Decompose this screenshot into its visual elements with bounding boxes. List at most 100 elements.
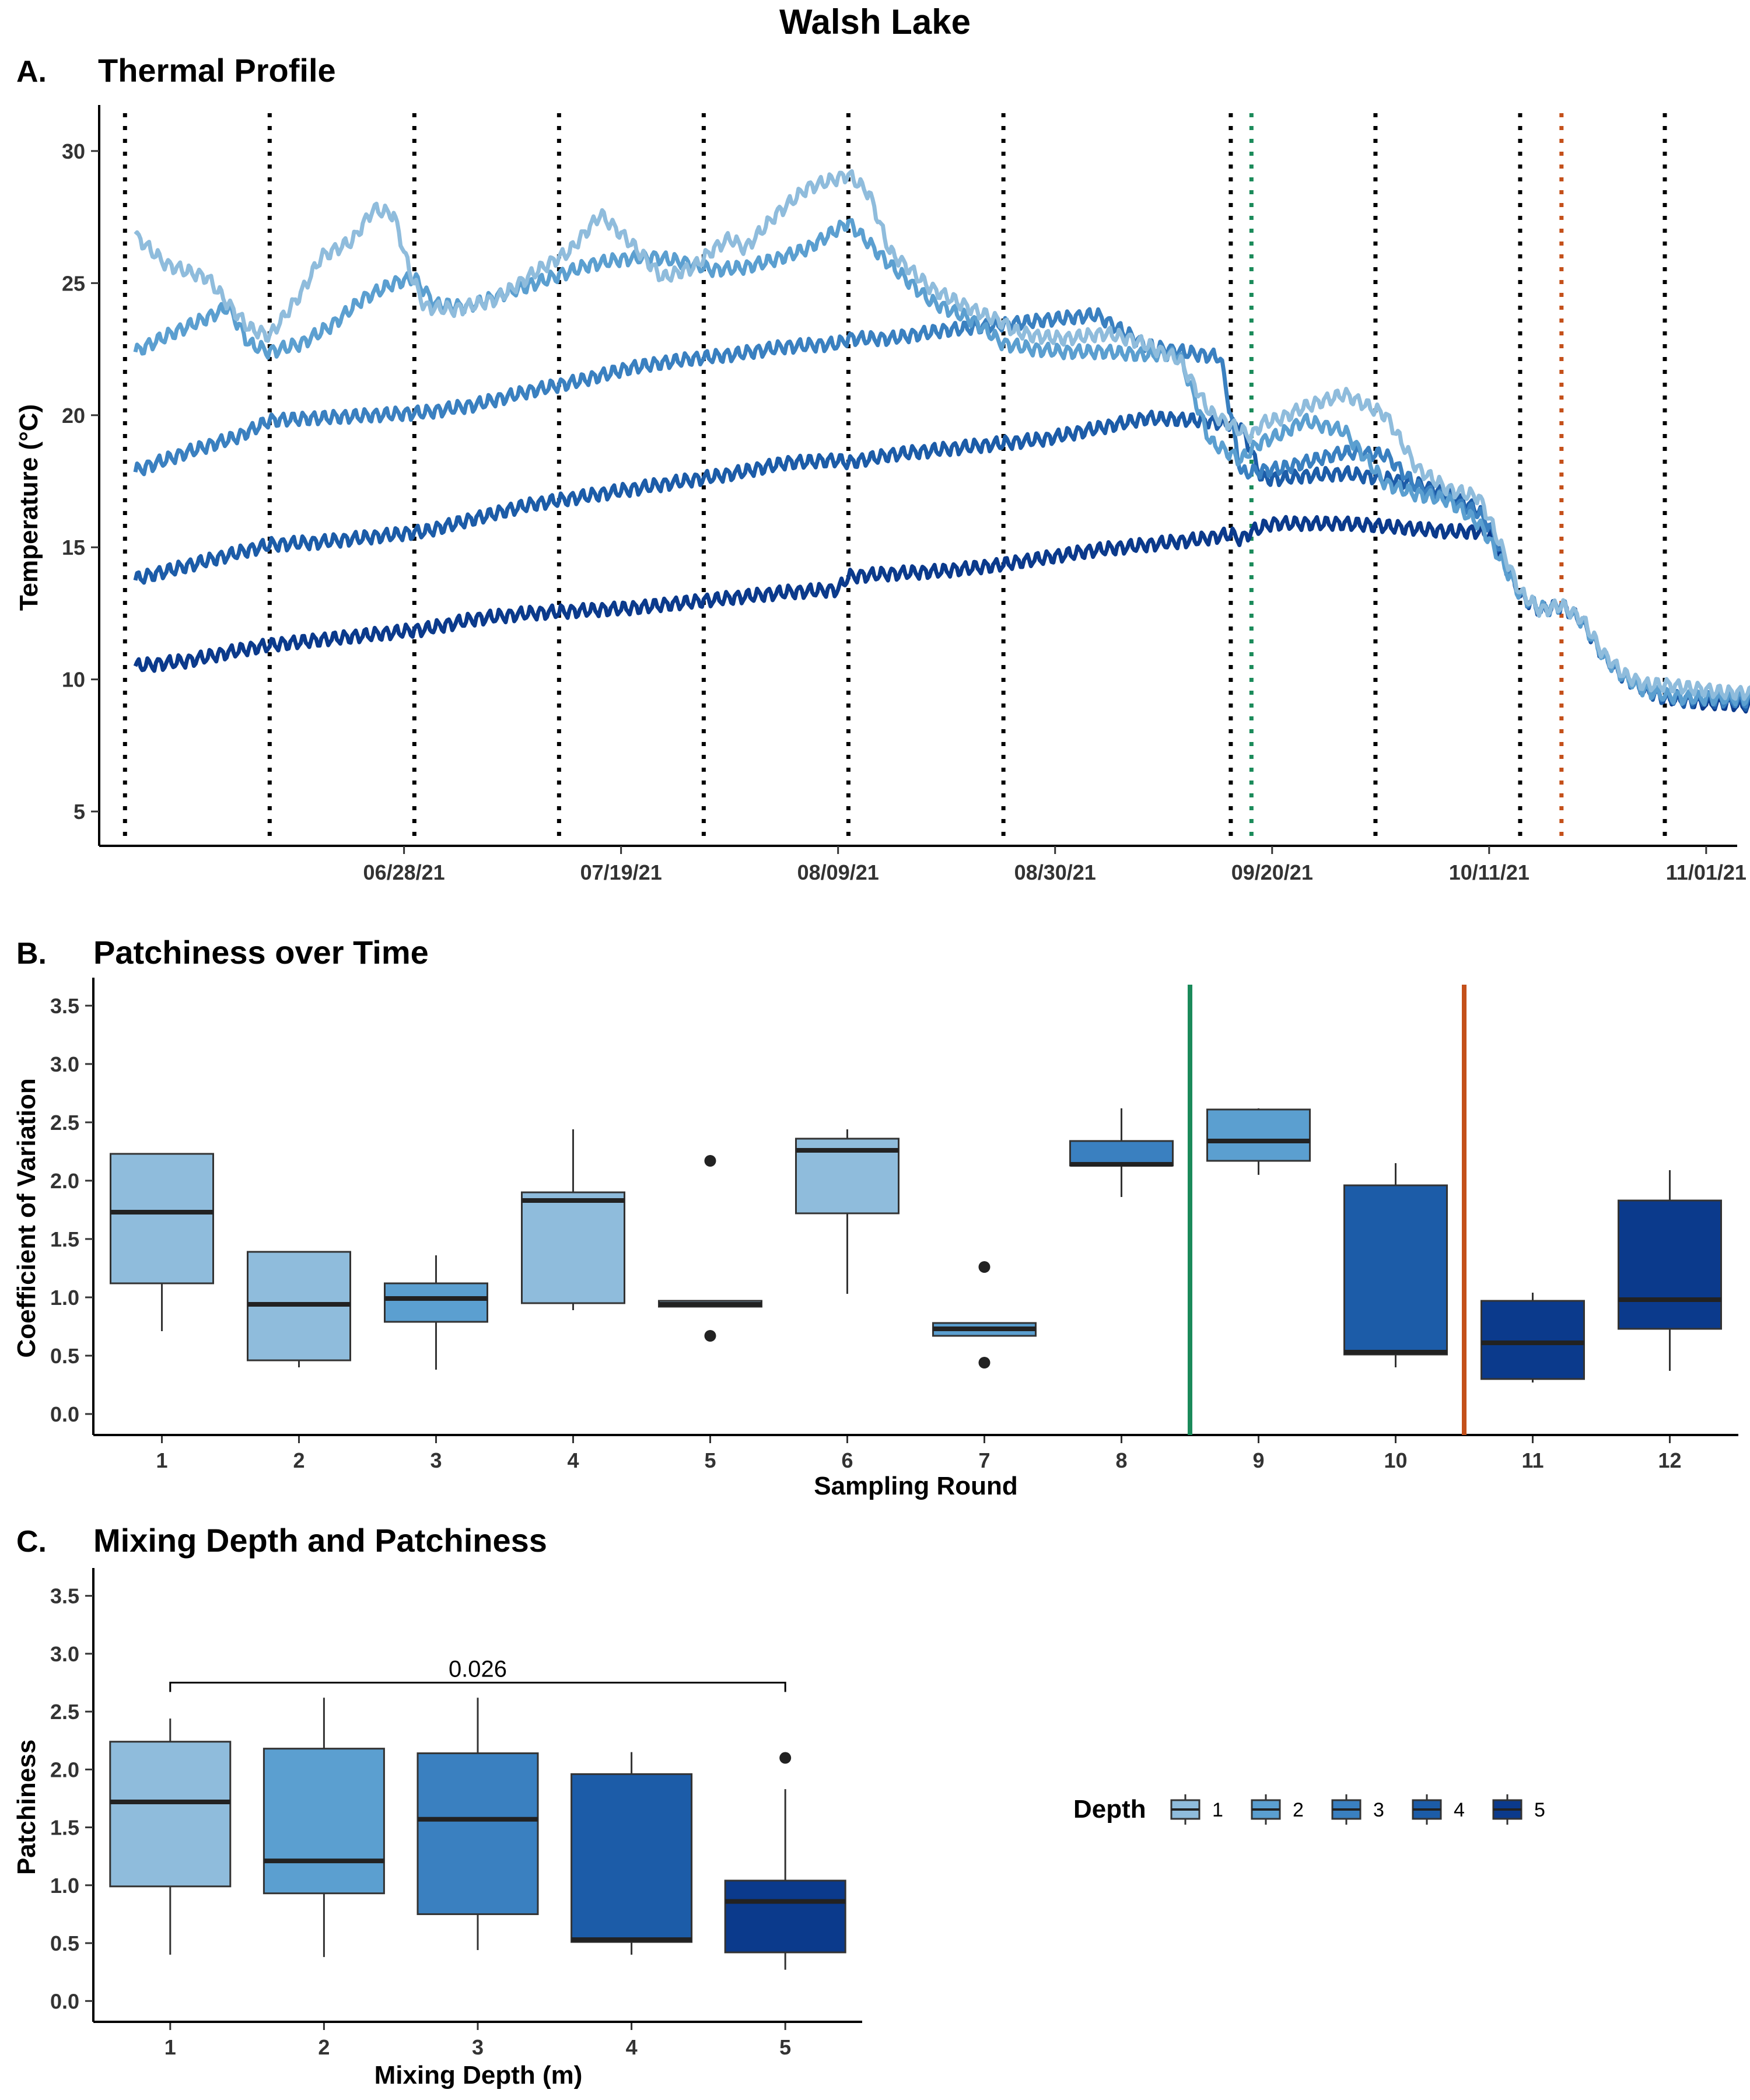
panel-b-box-1 [110,1153,214,1331]
legend-item-depth-2: 2 [1251,1794,1304,1825]
panel-c-y-tick-label: 2.5 [50,1700,79,1724]
panel-a-x-tick-label: 10/11/21 [1449,860,1530,884]
panel-b-title: Patchiness over Time [93,934,429,971]
interquartile-box [110,1153,214,1284]
panel-b-x-tick-label: 4 [567,1448,579,1472]
panel-b-x-tick-label: 3 [430,1448,442,1472]
interquartile-box [1206,1108,1311,1162]
panel-c-label: C. [16,1525,47,1559]
outlier-point [978,1357,991,1368]
panel-b-x-tick-label: 7 [978,1448,990,1472]
panel-a-plot-area: 5 10 15 20 25 30 06/28/21 07/19/21 08/09/21 08/30… [62,105,1750,884]
panel-b-box-10 [1343,1163,1448,1367]
interquartile-box [1618,1199,1722,1330]
panel-b-label: B. [16,937,47,971]
significance-bracket-line [169,1682,786,1692]
panel-a-y-tick-label: 15 [62,536,85,559]
panel-a-y-axis-title: Temperature (°C) [15,404,43,611]
panel-a-x-tick-label: 09/20/21 [1231,860,1313,884]
panel-a-x-tick-label: 06/28/21 [363,860,445,884]
panel-a-y-tick-label: 30 [62,139,85,163]
interquartile-box [416,1752,539,1915]
panel-a-x-tick-label: 11/01/21 [1666,860,1746,884]
panel-c-x-axis-title: Mixing Depth (m) [374,2061,583,2090]
panel-b-x-tick-label: 2 [293,1448,304,1472]
interquartile-box [262,1748,385,1895]
panel-b-box-7 [932,1261,1037,1368]
panel-b-box-2 [247,1251,351,1367]
panel-c-x-tick-label: 1 [164,2035,176,2059]
legend-item-depth-5: 5 [1492,1794,1545,1825]
interquartile-box [724,1880,846,1954]
panel-c-box-3 [416,1698,539,1950]
legend-item-label: 2 [1293,1799,1304,1821]
interquartile-box [384,1282,488,1323]
legend-item-depth-3: 3 [1331,1794,1384,1825]
panel-c-title: Mixing Depth and Patchiness [93,1522,547,1559]
temperature-line-depth-5 [133,514,1750,714]
panel-b-box-3 [384,1255,488,1370]
outlier-point [704,1330,716,1342]
interquartile-box [521,1191,625,1304]
panel-b-x-axis-title: Sampling Round [814,1472,1018,1500]
panel-b-box-4 [521,1129,625,1310]
panel-c-x-tick-label: 5 [779,2035,791,2059]
panel-b-patchiness-over-time: B. Patchiness over Time Coefficient of V… [12,934,1738,1500]
panel-c-x-tick-label: 3 [472,2035,484,2059]
panel-b-y-axis-title: Coefficient of Variation [12,1078,41,1357]
panel-b-x-tick-label: 10 [1384,1448,1407,1472]
panel-b-x-tick-label: 5 [704,1448,716,1472]
panel-a-y-tick-label: 20 [62,404,85,428]
panel-b-box-11 [1480,1293,1585,1382]
panel-a-thermal-profile: A. Thermal Profile Temperature (°C) 5 10 1… [15,52,1750,884]
panel-b-y-tick-label: 2.5 [50,1111,79,1135]
panel-b-y-tick-label: 3.0 [50,1052,79,1076]
panel-b-y-tick-label: 1.5 [50,1227,79,1251]
panel-b-box-5 [658,1155,762,1342]
panel-c-y-tick-label: 0.0 [50,1989,79,2013]
panel-c-y-tick-label: 3.5 [50,1584,79,1608]
outlier-point [978,1261,991,1273]
panel-b-y-tick-label: 2.0 [50,1169,79,1193]
panel-c-mixing-depth-patchiness: C. Mixing Depth and Patchiness Patchines… [12,1522,862,2090]
panel-a-x-tick-label: 07/19/21 [580,860,662,884]
panel-a-x-tick-label: 08/30/21 [1014,860,1096,884]
panel-b-x-tick-label: 12 [1658,1448,1681,1472]
legend-item-label: 3 [1373,1799,1384,1821]
outlier-point [704,1155,716,1167]
panel-b-y-tick-label: 3.5 [50,994,79,1018]
legend-item-depth-4: 4 [1412,1794,1465,1825]
interquartile-box [1343,1184,1448,1356]
panel-b-x-tick-label: 6 [841,1448,853,1472]
panel-b-y-tick-label: 1.0 [50,1286,79,1310]
panel-c-y-tick-label: 3.0 [50,1642,79,1666]
panel-b-box-9 [1206,1108,1311,1175]
interquartile-box [570,1773,693,1943]
figure-title: Walsh Lake [779,2,971,41]
temperature-line-depth-2 [133,218,1750,707]
panel-c-y-tick-label: 2.0 [50,1758,79,1782]
panel-c-plot-area: 1 2 3 4 5 0.0 0.5 1.0 1.5 2.0 2.5 3.0 3.5 0.026 [50,1568,862,2059]
panel-a-y-tick-label: 10 [62,668,85,692]
significance-bracket: 0.026 [169,1657,786,1692]
temperature-line-depth-3 [133,307,1750,709]
legend-item-depth-1: 1 [1170,1794,1223,1825]
panel-c-box-2 [262,1698,385,1957]
panel-a-y-tick-label: 25 [62,271,85,295]
legend-item-label: 5 [1534,1799,1545,1821]
panel-a-label: A. [16,55,47,89]
panel-c-y-tick-label: 0.5 [50,1931,79,1955]
legend-item-label: 4 [1454,1799,1465,1821]
panel-b-plot-area: 1 2 3 4 5 6 7 8 9 10 11 120.00.51.01.52.02.53.03.5 [50,978,1738,1472]
panel-c-y-tick-label: 1.5 [50,1816,79,1840]
panel-c-x-tick-label: 4 [626,2035,638,2059]
panel-c-y-axis-title: Patchiness [12,1740,41,1875]
interquartile-box [1480,1300,1585,1380]
panel-c-box-4 [570,1752,693,1955]
panel-b-y-tick-label: 0.0 [50,1402,79,1426]
legend-item-label: 1 [1212,1799,1223,1821]
panel-c-box-5 [724,1752,846,1970]
panel-c-y-tick-label: 1.0 [50,1874,79,1898]
panel-a-x-tick-label: 08/09/21 [797,860,879,884]
